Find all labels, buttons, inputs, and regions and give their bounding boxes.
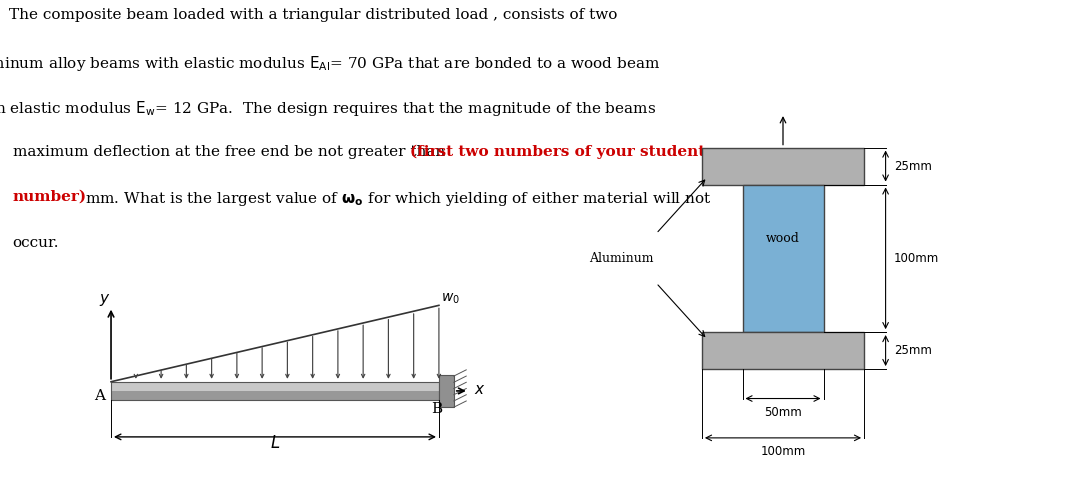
Text: $L$: $L$ (270, 435, 280, 452)
Text: 25mm: 25mm (894, 159, 932, 173)
Text: 50mm: 50mm (765, 406, 801, 419)
Text: 100mm: 100mm (894, 252, 939, 265)
Text: 100mm: 100mm (760, 445, 806, 458)
Bar (111, 382, 438, 391)
Text: B: B (432, 402, 443, 416)
Bar (438, 375, 454, 407)
Text: The composite beam loaded with a triangular distributed load , consists of two: The composite beam loaded with a triangu… (9, 8, 618, 22)
Text: A: A (94, 389, 105, 403)
Text: 25mm: 25mm (894, 344, 932, 357)
Bar (743, 184, 824, 332)
Text: (first two numbers of your student: (first two numbers of your student (410, 145, 705, 159)
Text: wood: wood (766, 232, 800, 245)
Bar (702, 332, 864, 369)
Text: $w_0$: $w_0$ (442, 291, 460, 306)
Bar (111, 391, 438, 400)
Bar (702, 148, 864, 184)
Text: aluminum alloy beams with elastic modulus $\mathrm{E_{Al}}$= 70 GPa that are bon: aluminum alloy beams with elastic modulu… (0, 54, 660, 73)
Bar (111, 382, 438, 400)
Text: maximum deflection at the free end be not greater than: maximum deflection at the free end be no… (13, 145, 449, 158)
Text: occur.: occur. (13, 236, 59, 249)
Text: Aluminum: Aluminum (589, 252, 653, 265)
Text: number): number) (13, 190, 86, 204)
Text: $y$: $y$ (98, 292, 110, 308)
Text: $x$: $x$ (474, 383, 485, 398)
Text: with elastic modulus $\mathrm{E_w}$= 12 GPa.  The design requires that the magni: with elastic modulus $\mathrm{E_w}$= 12 … (0, 99, 656, 118)
Text: mm. What is the largest value of $\mathbf{\omega_o}$ for which yielding of eithe: mm. What is the largest value of $\mathb… (84, 190, 712, 208)
